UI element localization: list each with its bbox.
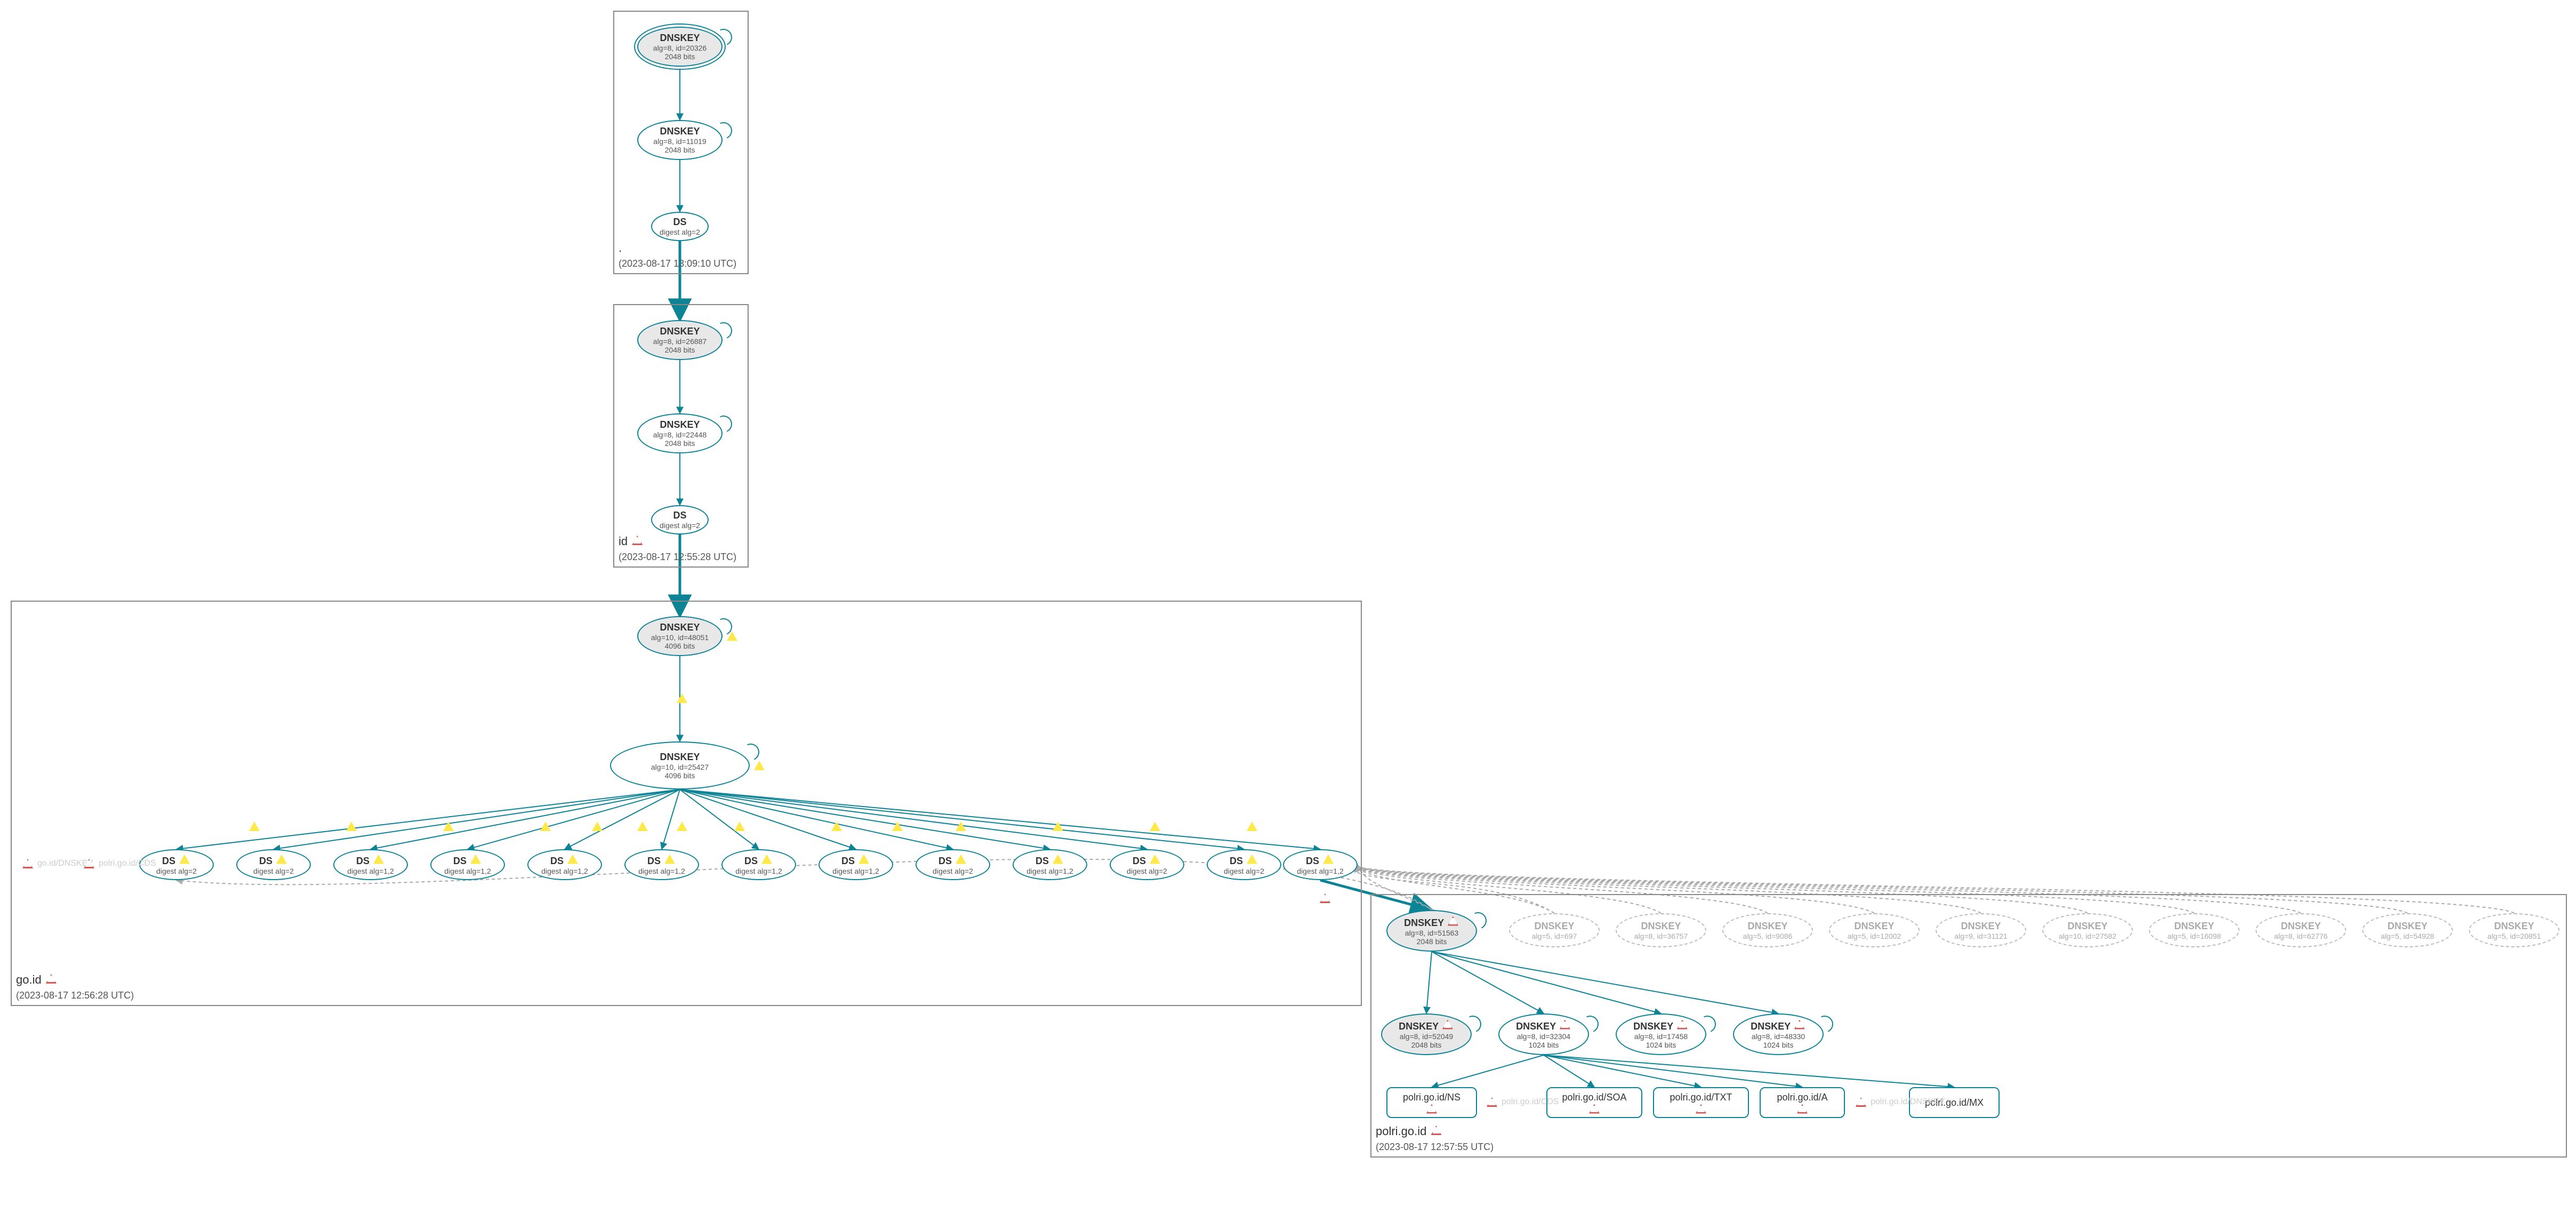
node-dk_2: DNSKEYalg=5, id=9086 [1722, 913, 1813, 947]
node-polri_ksk: DNSKEY alg=8, id=515632048 bits [1386, 910, 1477, 952]
missing-polri_cds: polri.go.id/CDS [83, 859, 156, 868]
missing-polri_dnskey: polri.go.id/DNSKEY [1855, 1097, 1945, 1107]
node-dk_9: DNSKEYalg=5, id=20851 [2469, 913, 2559, 947]
node-dk_1: DNSKEYalg=8, id=36757 [1616, 913, 1706, 947]
node-ds_9: DS digest alg=1,2 [1013, 849, 1087, 880]
node-ds_7: DS digest alg=1,2 [818, 849, 893, 880]
node-ds_10: DS digest alg=2 [1110, 849, 1184, 880]
node-dk_3: DNSKEYalg=5, id=12002 [1829, 913, 1920, 947]
node-ds_6: DS digest alg=1,2 [721, 849, 796, 880]
node-dk_7: DNSKEYalg=8, id=62776 [2256, 913, 2346, 947]
zone-root-label: . (2023-08-17 13:09:10 UTC) [619, 241, 736, 271]
rrset-rr_soa: polri.go.id/SOA [1546, 1087, 1642, 1118]
zone-polri-go-id-label: polri.go.id (2023-08-17 12:57:55 UTC) [1376, 1124, 1494, 1154]
node-id_zsk: DNSKEYalg=8, id=224482048 bits [637, 413, 723, 453]
error-icon [632, 536, 643, 545]
node-dk_4: DNSKEYalg=9, id=31121 [1936, 913, 2026, 947]
missing-polri_cds2: polri.go.id/CDS [1486, 1097, 1559, 1107]
node-go_zsk: DNSKEYalg=10, id=254274096 bits [610, 741, 750, 789]
error-icon [1320, 893, 1330, 903]
node-ds_5: DS digest alg=1,2 [624, 849, 699, 880]
node-ds_1: DS digest alg=2 [236, 849, 311, 880]
node-polri_zsk2: DNSKEY alg=8, id=174581024 bits [1616, 1014, 1706, 1055]
rrset-rr_a: polri.go.id/A [1760, 1087, 1845, 1118]
node-dk_0: DNSKEYalg=5, id=697 [1509, 913, 1600, 947]
node-root_ds: DSdigest alg=2 [651, 212, 709, 241]
node-polri_zsk1: DNSKEY alg=8, id=323041024 bits [1498, 1014, 1589, 1055]
node-dk_5: DNSKEYalg=10, id=27582 [2042, 913, 2133, 947]
node-id_ds: DSdigest alg=2 [651, 505, 709, 534]
node-ds_2: DS digest alg=1,2 [333, 849, 408, 880]
node-ds_8: DS digest alg=2 [916, 849, 990, 880]
node-ds_12: DS digest alg=1,2 [1283, 849, 1358, 880]
node-go_ksk: DNSKEYalg=10, id=480514096 bits [637, 616, 723, 656]
rrset-rr_ns: polri.go.id/NS [1386, 1087, 1477, 1118]
zone-go-id-label: go.id (2023-08-17 12:56:28 UTC) [16, 972, 134, 1003]
zone-go-id: go.id (2023-08-17 12:56:28 UTC) [11, 601, 1362, 1006]
node-id_ksk: DNSKEYalg=8, id=268872048 bits [637, 320, 723, 360]
zone-id-label: id (2023-08-17 12:55:28 UTC) [619, 534, 736, 564]
node-root_zsk: DNSKEYalg=8, id=110192048 bits [637, 120, 723, 160]
node-polri_zsk3: DNSKEY alg=8, id=483301024 bits [1733, 1014, 1824, 1055]
node-ds_4: DS digest alg=1,2 [527, 849, 602, 880]
rrset-rr_txt: polri.go.id/TXT [1653, 1087, 1749, 1118]
node-ds_3: DS digest alg=1,2 [430, 849, 505, 880]
node-polri_zsk0: DNSKEY alg=8, id=520492048 bits [1381, 1014, 1472, 1055]
error-icon [1431, 1126, 1442, 1135]
node-root_ksk: DNSKEYalg=8, id=203262048 bits [637, 27, 723, 67]
error-icon [46, 974, 57, 984]
node-dk_8: DNSKEYalg=5, id=54928 [2362, 913, 2453, 947]
node-dk_6: DNSKEYalg=5, id=16098 [2149, 913, 2240, 947]
node-ds_11: DS digest alg=2 [1207, 849, 1281, 880]
